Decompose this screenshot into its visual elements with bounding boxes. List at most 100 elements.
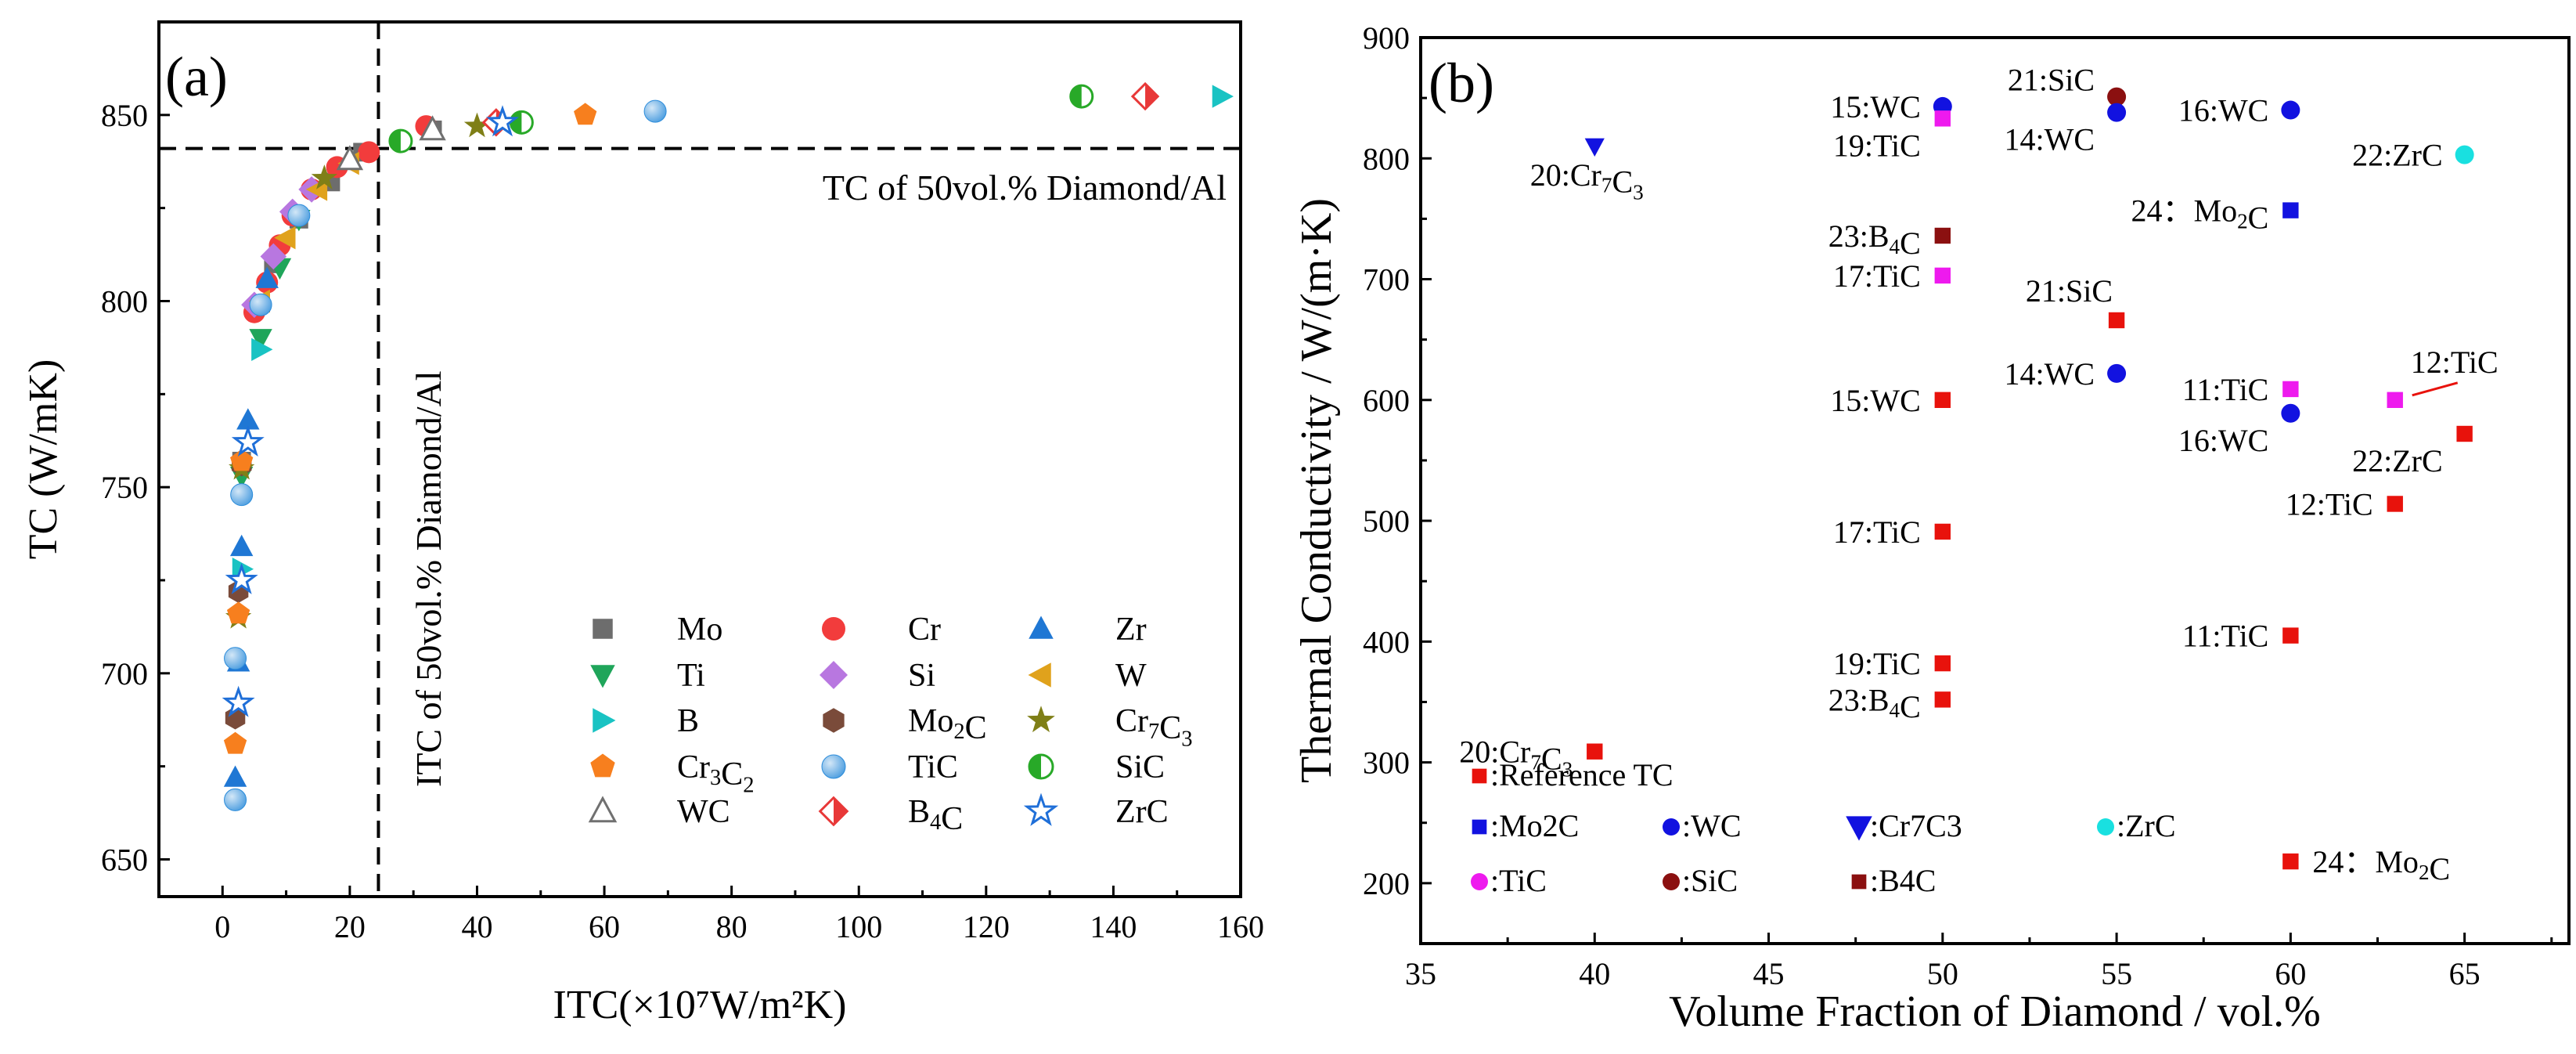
legend-marker-tic	[821, 754, 846, 779]
data-point-b	[2281, 403, 2300, 423]
panel-b: 35 40 45 50 55 60 65 200 300 400 500 600 700 800 900 (b…	[1292, 20, 2571, 1036]
y-tick-label: 700	[101, 656, 148, 691]
y-tick-label-b: 900	[1363, 20, 1410, 56]
x-tick-label-b: 35	[1405, 956, 1436, 991]
point-label: 23:B4C	[1828, 682, 1921, 724]
legend-marker-b	[1663, 873, 1680, 890]
data-point-b	[2107, 363, 2127, 383]
point-label: 15:WC	[1830, 89, 1921, 125]
data-point-zr	[229, 534, 254, 557]
y-tick-label: 750	[101, 470, 148, 505]
legend-marker-b	[1471, 873, 1488, 890]
legend-marker-cr3c2	[590, 753, 615, 778]
y-axis-title: TC (W/mK)	[21, 359, 66, 560]
legend-marker-si	[820, 661, 848, 689]
data-point-w	[274, 226, 296, 250]
point-label: 24：Mo2C	[2312, 844, 2450, 886]
point-label: 12:TiC	[2411, 345, 2499, 380]
legend-label-tic: TiC	[908, 749, 958, 785]
x-tick-label: 120	[963, 909, 1010, 944]
x-tick-label: 100	[835, 909, 882, 944]
legend-label-mo2c: Mo2C	[908, 703, 987, 746]
legend-label-si: Si	[908, 658, 935, 694]
legend-label-b: :Reference TC	[1490, 757, 1673, 792]
data-point-cr3c2	[223, 731, 247, 754]
data-point-tic	[224, 788, 247, 811]
data-point-ti	[249, 329, 272, 351]
x-tick-label-b: 65	[2449, 956, 2481, 991]
data-point-tic	[287, 204, 311, 227]
legend-label-cr3c2: Cr3C2	[677, 749, 755, 797]
tc-reference-label: TC of 50vol.% Diamond/Al	[823, 168, 1227, 208]
data-point-b	[1934, 227, 1951, 244]
x-tick-label: 160	[1217, 909, 1264, 944]
legend-marker-mo	[593, 619, 613, 639]
plot-frame-b	[1419, 36, 2571, 945]
data-point-b	[251, 337, 273, 361]
data-point-b	[1212, 85, 1234, 108]
legend-label-b: :Mo2C	[1490, 808, 1579, 843]
legend-label-b: :ZrC	[2117, 808, 2176, 843]
point-label: 22:ZrC	[2352, 443, 2443, 478]
data-point-b	[2281, 100, 2300, 120]
x-axis-title: ITC(×10⁷W/m²K)	[553, 983, 847, 1027]
panel-label-a: (a)	[165, 45, 228, 108]
x-tick-label-b: 45	[1753, 956, 1785, 991]
legend-marker-b	[2097, 818, 2114, 836]
legend-marker-zrc	[1023, 792, 1059, 826]
legend-label-sic: SiC	[1115, 749, 1165, 785]
point-label: 11:TiC	[2182, 372, 2268, 407]
data-point-b	[2282, 202, 2299, 218]
x-axis-title-b: Volume Fraction of Diamond / vol.%	[1669, 987, 2321, 1036]
point-label: 24：Mo2C	[2131, 193, 2269, 236]
data-point-sic	[388, 128, 413, 153]
y-tick-label: 800	[101, 283, 148, 319]
data-point-b	[2282, 627, 2299, 644]
legend-marker-b	[1851, 874, 1867, 890]
x-tick-label: 40	[461, 909, 492, 944]
data-point-b	[2108, 312, 2125, 329]
legend-label-b: B	[677, 703, 699, 739]
y-tick-label-b: 200	[1363, 866, 1410, 901]
data-point-b	[2282, 853, 2299, 870]
point-label: 14:WC	[2005, 122, 2095, 157]
data-point-tic	[249, 293, 272, 316]
data-point-b	[2107, 103, 2127, 122]
legend-label-b: :TiC	[1490, 863, 1547, 898]
x-tick-label-b: 55	[2101, 956, 2132, 991]
data-point-tic	[224, 647, 247, 670]
x-tick-label: 80	[716, 909, 748, 944]
data-point-b	[2455, 145, 2474, 164]
data-point-b	[1934, 523, 1951, 540]
legend-label-zr: Zr	[1115, 612, 1147, 648]
legend-marker-b	[1663, 818, 1680, 836]
legend-label-b: :B4C	[1870, 863, 1936, 898]
x-tick-label: 20	[334, 909, 366, 944]
legend-label-w: W	[1115, 658, 1147, 694]
data-point-tic	[643, 99, 667, 123]
legend-marker-b	[1472, 819, 1487, 835]
data-point-wc	[336, 145, 364, 171]
data-point-b	[1934, 655, 1951, 672]
legend-label-b: :WC	[1682, 808, 1742, 843]
data-point-b	[2282, 381, 2299, 398]
legend-label-b: :SiC	[1682, 863, 1738, 898]
data-point-cr	[358, 141, 380, 164]
data-point-cr7c3	[463, 112, 491, 138]
data-point-cr3c2	[226, 601, 250, 624]
legend-marker-b	[593, 708, 616, 733]
x-tick-label: 0	[214, 909, 230, 944]
point-label: 20:Cr7C3	[1459, 735, 1573, 781]
legend-marker-cr7c3	[1027, 706, 1055, 733]
point-label: 16:WC	[2178, 423, 2269, 458]
legend-label-cr7c3: Cr7C3	[1115, 703, 1193, 751]
y-tick-label-b: 700	[1363, 262, 1410, 298]
x-tick-label-b: 60	[2275, 956, 2306, 991]
point-label: 15:WC	[1830, 383, 1921, 418]
data-point-zrc	[222, 685, 255, 717]
y-tick-label-b: 600	[1363, 383, 1410, 418]
data-point-b4c	[1130, 81, 1160, 111]
point-label: 16:WC	[2178, 93, 2269, 128]
point-label: 12:TiC	[2286, 486, 2373, 522]
